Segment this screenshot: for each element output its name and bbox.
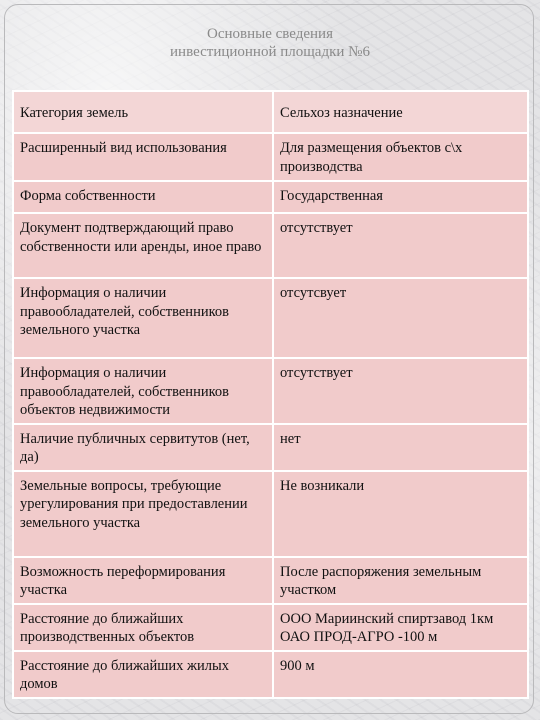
table-row: Информация о наличии правообладателей, с… — [12, 357, 529, 425]
row-value: Для размещения объектов с\х производства — [272, 132, 529, 182]
row-label: Расширенный вид использования — [12, 132, 274, 182]
row-value: Государственная — [272, 180, 529, 214]
row-label: Земельные вопросы, требующие урегулирова… — [12, 469, 274, 558]
table-row: Земельные вопросы, требующие урегулирова… — [12, 469, 529, 558]
slide-title: Основные сведения инвестиционной площадк… — [0, 25, 540, 61]
title-line-1: Основные сведения — [207, 26, 333, 42]
slide-frame — [4, 4, 534, 714]
row-value: отсутсвует — [272, 277, 529, 359]
row-label: Информация о наличии правообладателей, с… — [12, 277, 274, 359]
table-row: Документ подтверждающий право собственно… — [12, 212, 529, 279]
row-value: После распоряжения земельным участком — [272, 555, 529, 605]
row-label: Возможность переформирования участка — [12, 555, 274, 605]
title-line-2: инвестиционной площадки №6 — [170, 44, 370, 60]
table-row: Расширенный вид использования Для размещ… — [12, 132, 529, 182]
table-row: Наличие публичных сервитутов (нет, да) н… — [12, 422, 529, 472]
table-row: Возможность переформирования участка Пос… — [12, 555, 529, 605]
row-label: Расстояние до ближайших производственных… — [12, 602, 274, 652]
row-value: 900 м — [272, 649, 529, 699]
row-label: Наличие публичных сервитутов (нет, да) — [12, 422, 274, 472]
row-value: Не возникали — [272, 469, 529, 558]
info-table: Категория земель Сельхоз назначение Расш… — [12, 90, 529, 699]
row-label: Категория земель — [12, 90, 274, 134]
table-row: Расстояние до ближайших производственных… — [12, 602, 529, 652]
row-value: нет — [272, 422, 529, 472]
row-value: отсутствует — [272, 212, 529, 279]
row-value: Сельхоз назначение — [272, 90, 529, 134]
row-value: ООО Мариинский спиртзавод 1км ОАО ПРОД-А… — [272, 602, 529, 652]
row-label: Форма собственности — [12, 180, 274, 214]
table-row: Категория земель Сельхоз назначение — [12, 90, 529, 134]
row-label: Документ подтверждающий право собственно… — [12, 212, 274, 279]
table-row: Форма собственности Государственная — [12, 180, 529, 214]
row-label: Расстояние до ближайших жилых домов — [12, 649, 274, 699]
row-value: отсутствует — [272, 357, 529, 425]
row-label: Информация о наличии правообладателей, с… — [12, 357, 274, 425]
table-row: Расстояние до ближайших жилых домов 900 … — [12, 649, 529, 699]
table-row: Информация о наличии правообладателей, с… — [12, 277, 529, 359]
